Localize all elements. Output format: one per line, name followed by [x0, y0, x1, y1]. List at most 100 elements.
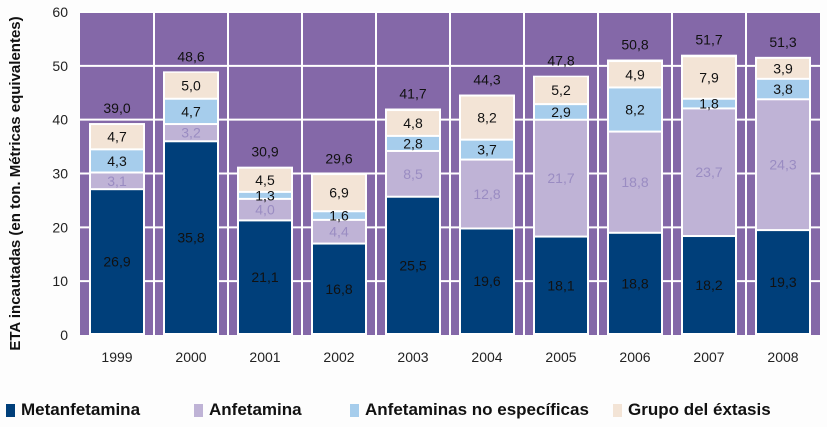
- data-label: 16,8: [325, 281, 352, 297]
- legend-swatch: [194, 403, 203, 417]
- data-label: 3,2: [181, 125, 201, 141]
- legend-swatch: [613, 403, 622, 417]
- data-label: 2,9: [551, 104, 571, 120]
- bar-segment: [387, 151, 439, 196]
- total-label: 41,7: [399, 86, 426, 102]
- data-label: 5,2: [551, 82, 571, 98]
- x-tick-label: 2001: [249, 349, 280, 365]
- bar-segment: [239, 192, 291, 198]
- legend-label: Metanfetamina: [21, 400, 141, 419]
- x-tick-label: 2008: [767, 349, 798, 365]
- legend-item: Grupo del éxtasis: [613, 400, 771, 420]
- bar-segment: [91, 190, 143, 333]
- x-tick-label: 2002: [323, 349, 354, 365]
- x-tick-label: 2006: [619, 349, 650, 365]
- bars: 26,9 3,1 4,3 4,7 39,0 35,8 3,2 4,7 5,0 48,6 21,1 4,…: [89, 32, 811, 336]
- data-label: 4,8: [403, 115, 423, 131]
- data-label: 8,2: [477, 110, 497, 126]
- x-tick-label: 1999: [101, 349, 132, 365]
- bar-segment: [91, 125, 143, 149]
- data-label: 21,7: [547, 170, 574, 186]
- x-tick-label: 2004: [471, 349, 502, 365]
- data-label: 4,4: [329, 224, 349, 240]
- data-label: 12,8: [473, 186, 500, 202]
- bar-segment: [535, 77, 587, 104]
- total-label: 30,9: [251, 144, 278, 160]
- bar-segment: [683, 57, 735, 98]
- bar-segment: [683, 237, 735, 333]
- bar-segment: [535, 120, 587, 236]
- data-label: 18,2: [695, 277, 722, 293]
- legend-swatch: [6, 403, 15, 417]
- data-label: 4,7: [107, 129, 127, 145]
- bar-stack-2004: 19,6 12,8 3,7 8,2 44,3: [459, 72, 515, 335]
- bar-stack-2005: 18,1 21,7 2,9 5,2 47,8: [533, 53, 589, 335]
- bar-segment: [91, 150, 143, 172]
- x-axis-ticks: 1999 2000 2001 2002 2003 2004 2005 2006 2007 2008: [101, 349, 798, 365]
- bar-stack-2001: 21,1 4,01,34,5 30,9: [237, 144, 293, 335]
- bar-segment: [535, 105, 587, 119]
- bar-segment: [313, 244, 365, 333]
- legend-item: Anfetaminas no específicas: [350, 400, 589, 420]
- x-tick-label: 2000: [175, 349, 206, 365]
- bar-segment: [239, 199, 291, 220]
- data-label: 5,0: [181, 77, 201, 93]
- legend-item: Metanfetamina: [6, 400, 140, 420]
- data-label: 23,7: [695, 164, 722, 180]
- bar-segment: [313, 220, 365, 243]
- bar-segment: [313, 175, 365, 211]
- stacked-bar-chart: 26,9 3,1 4,3 4,7 39,0 35,8 3,2 4,7 5,0 48,6 21,1 4,…: [7, 4, 820, 365]
- bar-segment: [535, 237, 587, 333]
- data-label: 21,1: [251, 269, 278, 285]
- bar-segment: [609, 132, 661, 232]
- y-tick-label: 10: [52, 273, 68, 289]
- data-label: 18,8: [621, 275, 648, 291]
- total-label: 39,0: [103, 100, 130, 116]
- total-label: 44,3: [473, 72, 500, 88]
- x-tick-label: 2005: [545, 349, 576, 365]
- data-label: 18,8: [621, 174, 648, 190]
- y-tick-label: 40: [52, 112, 68, 128]
- data-label: 4,5: [255, 172, 275, 188]
- data-label: 1,3: [255, 187, 275, 203]
- bar-segment: [313, 212, 365, 219]
- bar-stack-2007: 18,2 23,7 1,8 7,9 51,7: [681, 32, 737, 335]
- bar-segment: [387, 111, 439, 135]
- legend: Metanfetamina Anfetamina Anfetaminas no es…: [0, 400, 827, 424]
- bar-segment: [757, 100, 809, 230]
- y-tick-label: 20: [52, 219, 68, 235]
- y-tick-label: 30: [52, 166, 68, 182]
- data-label: 4,3: [107, 153, 127, 169]
- bar-segment: [609, 62, 661, 87]
- bar-segment: [239, 168, 291, 191]
- bar-segment: [387, 136, 439, 150]
- bar-segment: [757, 79, 809, 99]
- legend-label: Anfetamina: [209, 400, 302, 419]
- y-tick-label: 50: [52, 58, 68, 74]
- total-label: 29,6: [325, 151, 352, 167]
- y-tick-label: 0: [60, 327, 68, 343]
- data-label: 4,0: [255, 202, 275, 218]
- total-label: 51,7: [695, 32, 722, 48]
- total-label: 48,6: [177, 48, 204, 64]
- bar-segment: [609, 233, 661, 333]
- bar-stack-2002: 16,8 4,41,6 6,9 29,6: [311, 151, 367, 335]
- data-label: 3,9: [773, 60, 793, 76]
- bar-stack-2006: 18,8 18,8 8,2 4,9 50,8: [607, 37, 663, 335]
- bar-segment: [757, 58, 809, 78]
- y-axis-label: ETA incautadas (en ton. Métricas equival…: [7, 16, 24, 350]
- legend-label: Anfetaminas no específicas: [365, 400, 589, 419]
- data-label: 3,1: [107, 173, 127, 189]
- data-label: 6,9: [329, 185, 349, 201]
- total-label: 51,3: [769, 34, 796, 50]
- data-label: 19,3: [769, 274, 796, 290]
- data-label: 8,2: [625, 102, 645, 118]
- y-axis-ticks: 0 10 20 30 40 50 60: [52, 4, 68, 343]
- data-label: 7,9: [699, 69, 719, 85]
- data-label: 18,1: [547, 277, 574, 293]
- data-label: 19,6: [473, 273, 500, 289]
- bar-stack-1999: 26,9 3,1 4,3 4,7 39,0: [89, 100, 145, 335]
- bar-segment: [165, 72, 217, 98]
- bar-segment: [239, 221, 291, 333]
- bar-segment: [165, 99, 217, 124]
